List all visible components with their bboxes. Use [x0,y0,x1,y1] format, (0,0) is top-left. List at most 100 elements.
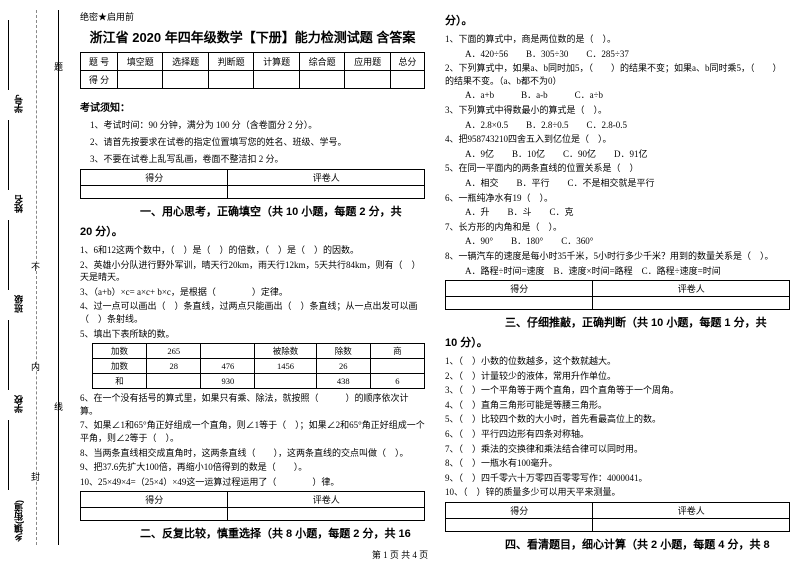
grader-box: 得分评卷人 [445,280,790,310]
q3-9: 9、（ ）四千零六十万零四百零零写作：4000041。 [445,472,790,485]
score-table: 题 号 填空题 选择题 判断题 计算题 综合题 应用题 总分 得 分 [80,52,425,89]
exam-title: 浙江省 2020 年四年级数学【下册】能力检测试题 含答案 [80,27,425,46]
tbl-row: 加数265 被除数除数商 [93,344,425,359]
c: 28 [147,359,201,374]
q1-1: 1、6和12这两个数中，（ ）是（ ）的倍数，（ ）是（ ）的因数。 [80,244,425,257]
underline [8,20,9,90]
mini-hdr: 得分 [81,170,228,186]
hdr: 总分 [390,53,424,71]
section-2-head: 二、反复比较，慎重选择（共 8 小题，每题 2 分，共 16 [80,525,425,541]
page-body: 绝密★启用前 浙江省 2020 年四年级数学【下册】能力检测试题 含答案 题 号… [80,10,790,540]
c: 438 [316,374,370,389]
c: 除数 [316,344,370,359]
q2-5: 5、在同一平面内的两条直线的位置关系是（ ） [445,162,790,175]
q2-8: 8、一辆汽车的速度是每小时35千米，5小时行多少千米？用到的数量关系是（ ）。 [445,250,790,263]
cell [390,71,424,89]
score-header-row: 题 号 填空题 选择题 判断题 计算题 综合题 应用题 总分 [81,53,425,71]
mini-cell [81,186,228,199]
c [201,344,255,359]
q1-2: 2、英雄小分队进行野外军训，晴天行20km，雨天行12km，5天共行84km，则… [80,259,425,284]
q2-7: 7、长方形的内角和是（ ）。 [445,221,790,234]
q2-3: 3、下列算式中得数最小的算式是（ ）。 [445,104,790,117]
q3-6: 6、（ ）平行四边形有四条对称轴。 [445,428,790,441]
q1-7: 7、如果∠1和65°角正好组成一个直角，则∠1等于（ ）；如果∠2和65°角正好… [80,419,425,444]
left-column: 绝密★启用前 浙江省 2020 年四年级数学【下册】能力检测试题 含答案 题 号… [80,10,425,540]
c: 加数 [93,344,147,359]
bind-char-outer: 线 [54,400,63,413]
q1-10: 10、25×49×4=（25×4）×49这一运算过程运用了（ ）律。 [80,476,425,489]
hdr: 计算题 [254,53,299,71]
rule: 2、请首先按要求在试卷的指定位置填写您的姓名、班级、学号。 [90,135,425,148]
section-1-head-cont: 20 分）。 [80,223,425,239]
c: 1456 [255,359,316,374]
q3-2: 2、（ ）计量较少的液体，常用升作单位。 [445,370,790,383]
q2-2: 2、下列算式中，如果a、b同时加5，（ ）的结果不变；如果a、b同时乘5，（ ）… [445,62,790,87]
c [147,374,201,389]
field-class: 班级 [12,295,25,313]
cell [299,71,344,89]
section-2-head-cont: 分）。 [445,12,790,28]
c: 26 [316,359,370,374]
q2-3-opts: A．2.8×0.5 B．2.8÷0.5 C．2.8-0.5 [465,119,790,132]
mini-hdr: 得分 [446,503,593,519]
inner-dashed-rule [36,10,37,545]
page-footer: 第 1 页 共 4 页 [0,548,800,561]
q3-5: 5、（ ）比较四个数的大小时，首先看最高位上的数。 [445,413,790,426]
q2-8-opts: A．路程÷时间=速度 B．速度×时间=路程 C．路程÷速度=时间 [465,265,790,278]
tbl-row: 和9304386 [93,374,425,389]
q1-6: 6、在一个没有括号的算式里，如果只有乘、除法，就按照（ ）的顺序依次计算。 [80,392,425,417]
mini-hdr: 评卷人 [593,281,790,297]
hdr: 填空题 [117,53,162,71]
c: 476 [201,359,255,374]
underline [8,320,9,390]
hdr: 综合题 [299,53,344,71]
mini-cell [446,297,593,310]
grader-box: 得分评卷人 [80,491,425,521]
mini-hdr: 评卷人 [228,170,425,186]
cell [117,71,162,89]
cell [208,71,253,89]
row-label: 得 分 [81,71,118,89]
mini-cell [81,508,228,521]
q2-1: 1、下面的算式中，商是两位数的是（ ）。 [445,33,790,46]
mini-cell [593,297,790,310]
q3-7: 7、（ ）乘法的交换律和乘法结合律可以同时用。 [445,443,790,456]
mini-cell [593,519,790,532]
bind-char: 内 [31,360,40,373]
c [370,359,424,374]
underline [8,220,9,290]
q1-5: 5、填出下表所缺的数。 [80,328,425,341]
hdr: 应用题 [345,53,390,71]
mini-hdr: 得分 [446,281,593,297]
cell [163,71,208,89]
c: 商 [370,344,424,359]
q2-5-opts: A．相交 B．平行 C．不是相交就是平行 [465,177,790,190]
q3-8: 8、（ ）一瓶水有100毫升。 [445,457,790,470]
c: 加数 [93,359,147,374]
underline [8,420,9,490]
section-3-head: 三、仔细推敲，正确判断（共 10 小题，每题 1 分，共 [445,314,790,330]
rule: 1、考试时间：90 分钟，满分为 100 分（含卷面分 2 分）。 [90,118,425,131]
c: 6 [370,374,424,389]
q2-2-opts: A．a+b B．a-b C．a÷b [465,89,790,102]
confidential-mark: 绝密★启用前 [80,10,425,23]
hdr: 题 号 [81,53,118,71]
mini-hdr: 评卷人 [228,492,425,508]
rule: 3、不要在试卷上乱写乱画，卷面不整洁扣 2 分。 [90,152,425,165]
q1-9: 9、把37.6先扩大100倍，再缩小10倍得到的数是（ ）。 [80,461,425,474]
exam-notice-label: 考试须知： [80,99,425,114]
tbl-row: 加数28476145626 [93,359,425,374]
q1-3: 3、（a+b）×c= a×c+ b×c，是根据（ ）定律。 [80,286,425,299]
mini-hdr: 评卷人 [593,503,790,519]
q2-1-opts: A．420÷56 B．305÷30 C．285÷37 [465,48,790,61]
q2-6-opts: A．升 B．斗 C．克 [465,206,790,219]
section-3-head-cont: 10 分）。 [445,334,790,350]
field-id: 学号 [12,95,25,113]
c: 265 [147,344,201,359]
q5-table: 加数265被除数除数商 加数28476145626 和9304386 [92,343,425,389]
q1-8: 8、当两条直线相交成直角时，这两条直线（ ），这两条直线的交点叫做（ ）。 [80,447,425,460]
c: 930 [201,374,255,389]
c: 被除数 [255,344,316,359]
q3-3: 3、（ ）一个平角等于两个直角，四个直角等于一个周角。 [445,384,790,397]
section-1-head: 一、用心思考，正确填空（共 10 小题，每题 2 分，共 [80,203,425,219]
